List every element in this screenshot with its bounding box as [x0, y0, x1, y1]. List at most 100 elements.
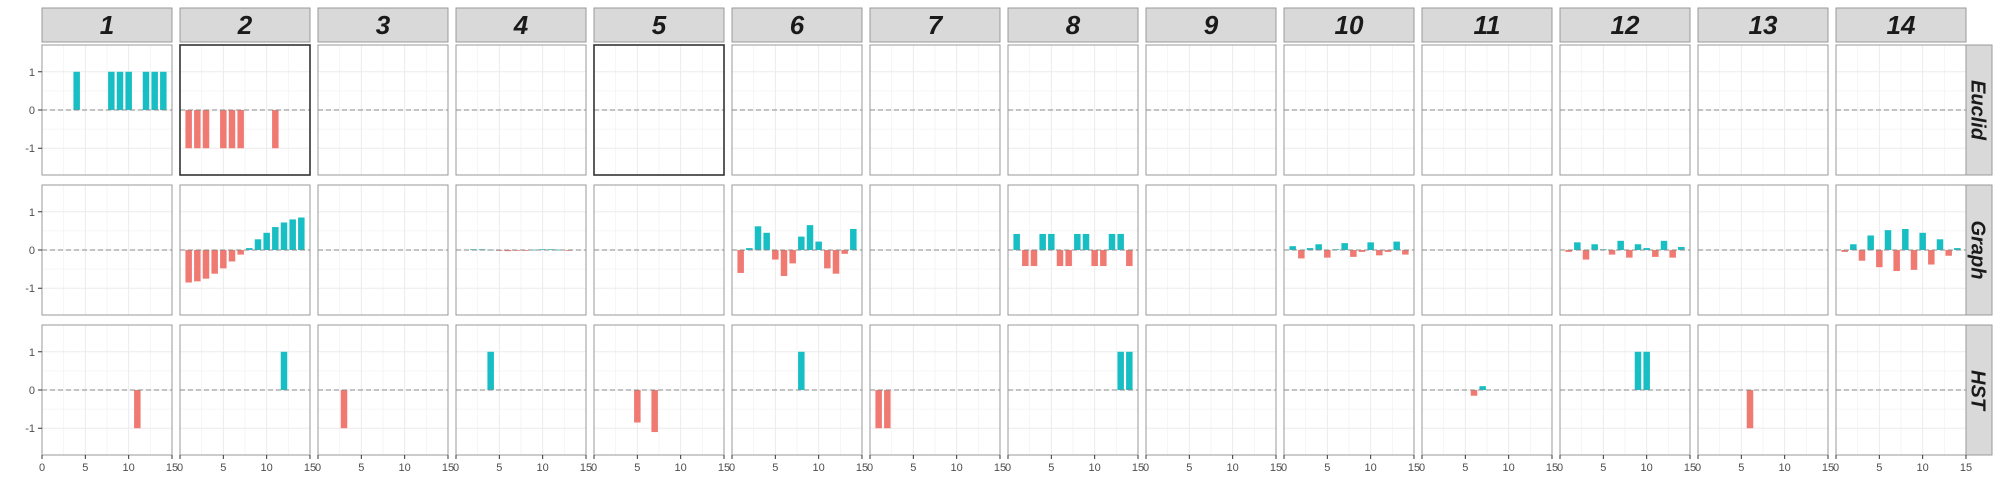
- bar: [1617, 240, 1624, 250]
- x-tick-label: 10: [1917, 462, 1929, 474]
- bar: [1867, 235, 1874, 250]
- x-tick-label: 15: [304, 462, 316, 474]
- bar: [237, 110, 244, 149]
- x-tick-label: 10: [537, 462, 549, 474]
- panel-border: [179, 44, 311, 176]
- x-tick-label: 0: [1005, 462, 1011, 474]
- bar: [884, 390, 891, 429]
- panel-border: [1835, 44, 1967, 176]
- panel-border: [1697, 44, 1829, 176]
- bar: [1634, 351, 1642, 390]
- bar: [228, 110, 236, 149]
- bar: [1858, 250, 1866, 261]
- panel-border: [455, 324, 587, 456]
- bar: [1850, 244, 1857, 250]
- x-tick-label: 5: [1600, 462, 1606, 474]
- x-tick-label: 5: [1462, 462, 1468, 474]
- panel-border: [1697, 324, 1829, 456]
- x-tick-label: 0: [39, 462, 45, 474]
- panel-graph-11: [1421, 184, 1553, 316]
- x-tick-label: 0: [177, 462, 183, 474]
- bar: [1660, 240, 1668, 250]
- bar: [1669, 250, 1676, 258]
- column-strip-label: 3: [376, 10, 391, 40]
- bar: [289, 219, 296, 250]
- x-tick-label: 5: [634, 462, 640, 474]
- bar: [1574, 242, 1581, 250]
- column-strip-label: 10: [1335, 10, 1364, 40]
- bar: [746, 248, 753, 250]
- panel-graph-4: [455, 184, 587, 316]
- bar: [789, 250, 796, 264]
- x-tick-label: 10: [399, 462, 411, 474]
- bar: [1065, 250, 1072, 267]
- panel-euclid-1: -1 0 1: [25, 44, 173, 176]
- panel-euclid-7: [869, 44, 1001, 176]
- row-strip-label: Graph: [1967, 221, 1989, 280]
- panel-border: [593, 44, 725, 176]
- bar: [116, 71, 124, 110]
- x-tick-label: 15: [718, 462, 730, 474]
- panel-border: [593, 324, 725, 456]
- x-tick-label: 5: [1324, 462, 1330, 474]
- x-tick-label: 0: [1557, 462, 1563, 474]
- panel-border: [1559, 324, 1691, 456]
- x-tick-label: 5: [1876, 462, 1882, 474]
- panel-euclid-12: [1559, 44, 1691, 176]
- panel-hst-12: 0 5 10 15: [1557, 324, 1696, 474]
- bar: [160, 71, 167, 110]
- column-strip-bg: [1421, 7, 1553, 43]
- panel-euclid-2: [179, 44, 311, 176]
- bar: [1030, 250, 1038, 267]
- panel-border: [869, 184, 1001, 316]
- panel-euclid-14: [1835, 44, 1967, 176]
- panel-border: [1007, 324, 1139, 456]
- bar: [1126, 351, 1133, 390]
- x-tick-label: 5: [1048, 462, 1054, 474]
- bar: [1367, 242, 1374, 250]
- y-tick-label: 0: [29, 105, 35, 117]
- column-strip-bg: [179, 7, 311, 43]
- bar: [754, 226, 762, 250]
- x-tick-label: 0: [315, 462, 321, 474]
- column-strip-bg: [1835, 7, 1967, 43]
- column-strip-label: 5: [652, 10, 667, 40]
- bar: [1910, 250, 1918, 270]
- x-tick-label: 10: [813, 462, 825, 474]
- bar: [108, 71, 115, 110]
- panel-border: [731, 324, 863, 456]
- bar: [530, 249, 538, 251]
- panel-graph-3: [317, 184, 449, 316]
- bar: [780, 250, 788, 276]
- panel-graph-12: [1559, 184, 1691, 316]
- panel-graph-9: [1145, 184, 1277, 316]
- panel-border: [1007, 44, 1139, 176]
- panel-euclid-3: [317, 44, 449, 176]
- bar: [1384, 250, 1392, 252]
- panel-border: [179, 324, 311, 456]
- bar: [73, 71, 80, 110]
- panel-hst-7: 0 5 10 15: [867, 324, 1006, 474]
- y-tick-label: -1: [25, 143, 35, 155]
- bar: [824, 250, 831, 269]
- bar: [185, 250, 192, 283]
- bar: [1298, 250, 1305, 259]
- panel-euclid-6: [731, 44, 863, 176]
- bar: [1928, 250, 1935, 265]
- y-tick-label: 1: [29, 347, 35, 359]
- panel-graph-2: [179, 184, 311, 316]
- x-tick-label: 15: [1822, 462, 1834, 474]
- bar: [280, 351, 288, 390]
- bar: [1893, 250, 1900, 272]
- bar: [1350, 250, 1357, 257]
- panel-euclid-5: [593, 44, 725, 176]
- x-tick-label: 10: [261, 462, 273, 474]
- bar: [1936, 239, 1944, 250]
- panel-hst-3: 0 5 10 15: [315, 324, 454, 474]
- x-tick-label: 15: [1132, 462, 1144, 474]
- panel-border: [455, 184, 587, 316]
- row-strip-bg: [1961, 44, 1993, 176]
- panel-border: [1145, 184, 1277, 316]
- x-tick-label: 15: [1270, 462, 1282, 474]
